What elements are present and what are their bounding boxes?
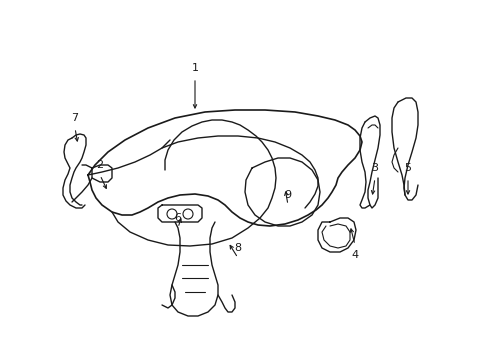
Text: 9: 9 (284, 190, 291, 200)
Text: 4: 4 (351, 250, 358, 260)
Text: 2: 2 (96, 160, 103, 170)
Text: 1: 1 (191, 63, 198, 73)
Text: 5: 5 (404, 163, 411, 173)
Text: 7: 7 (71, 113, 79, 123)
Text: 3: 3 (371, 163, 378, 173)
Text: 6: 6 (174, 213, 181, 223)
Text: 8: 8 (234, 243, 241, 253)
